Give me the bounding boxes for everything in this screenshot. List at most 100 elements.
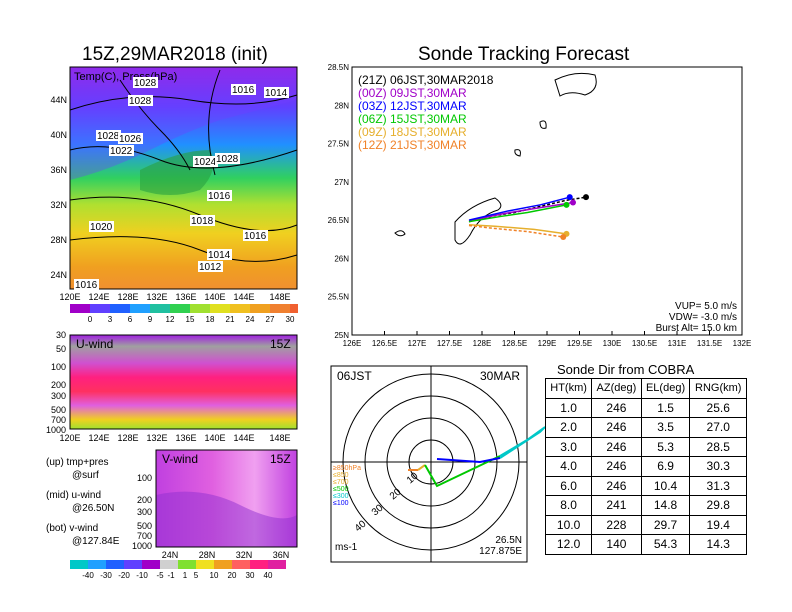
polar-date: 30MAR bbox=[480, 369, 520, 383]
lon-tick-label: 140E bbox=[204, 433, 225, 443]
polar-pos-lat: 26.5N bbox=[495, 535, 522, 546]
colorbar-tick: 0 bbox=[88, 315, 93, 324]
pressure-tick: 1000 bbox=[46, 425, 66, 435]
note-up-1: (up) tmp+pres bbox=[46, 457, 109, 468]
polar-time: 06JST bbox=[337, 369, 372, 383]
surface-map: Temp(C), Press(hPa) 1028 1028 1016 1014 … bbox=[50, 66, 298, 324]
uwind-label: U-wind bbox=[76, 337, 113, 351]
isobar-label: 1028 bbox=[129, 96, 152, 107]
lon-tick-label: 136E bbox=[175, 292, 196, 302]
uwind-time: 15Z bbox=[270, 337, 291, 351]
colorbar-tick: 20 bbox=[228, 571, 237, 580]
lon-tick-label: 128.5E bbox=[502, 339, 527, 348]
colorbar-tick: 30 bbox=[246, 571, 255, 580]
isobar-label: 1020 bbox=[90, 222, 113, 233]
colorbar-tick: 30 bbox=[286, 315, 295, 324]
trajectory-line bbox=[468, 196, 570, 221]
coastlines bbox=[394, 72, 597, 245]
param-burst: Burst Alt= 15.0 km bbox=[656, 323, 737, 334]
lon-tick-label: 120E bbox=[59, 433, 80, 443]
legend-entry: (21Z) 06JST,30MAR2018 bbox=[358, 73, 494, 87]
lon-tick-label: 140E bbox=[204, 292, 225, 302]
lat-tick-label: 28N bbox=[334, 101, 349, 110]
note-mid-2: @26.50N bbox=[72, 503, 115, 514]
vwind-colorbar bbox=[70, 560, 286, 569]
lon-tick-label: 144E bbox=[233, 292, 254, 302]
note-up-2: @surf bbox=[72, 470, 99, 481]
lat-tick-label: 36N bbox=[50, 165, 67, 175]
col-header: RNG(km) bbox=[689, 378, 747, 399]
colorbar-tick: 6 bbox=[128, 315, 133, 324]
colorbar-tick: 9 bbox=[148, 315, 153, 324]
legend-entry: (12Z) 21JST,30MAR bbox=[358, 138, 467, 152]
isobar-label: 1012 bbox=[199, 262, 222, 273]
pressure-tick: 500 bbox=[51, 405, 66, 415]
isobar-label: 1016 bbox=[208, 191, 231, 202]
vwind-label: V-wind bbox=[162, 452, 198, 466]
colorbar-tick: -1 bbox=[167, 571, 175, 580]
trajectory-line bbox=[468, 201, 574, 222]
pressure-tick: 300 bbox=[51, 391, 66, 401]
trajectory-line bbox=[468, 204, 567, 223]
trajectory-end-point bbox=[560, 233, 567, 240]
col-header: AZ(deg) bbox=[591, 378, 642, 399]
table-row: 2.0 246 3.5 27.0 bbox=[544, 417, 747, 438]
colorbar-tick: 1 bbox=[183, 571, 188, 580]
pressure-tick: 1000 bbox=[132, 541, 152, 551]
isobar-label: 1028 bbox=[216, 154, 239, 165]
level-label: ≤700 bbox=[333, 479, 349, 486]
lon-tick-label: 132E bbox=[733, 339, 752, 348]
table-row: 6.0 246 10.4 31.3 bbox=[544, 475, 747, 496]
level-label: ≤500 bbox=[333, 486, 349, 493]
lon-tick-label: 128E bbox=[117, 292, 138, 302]
lat-tick-label: 32N bbox=[50, 200, 67, 210]
polar-pos-lon: 127.875E bbox=[479, 546, 522, 557]
lat-tick-label: 25N bbox=[334, 331, 349, 340]
isobar-label: 1016 bbox=[75, 280, 98, 291]
isobar-label: 1024 bbox=[194, 157, 217, 168]
pressure-tick: 200 bbox=[51, 380, 66, 390]
trajectory-line bbox=[468, 223, 567, 235]
note-mid-1: (mid) u-wind bbox=[46, 490, 102, 501]
lon-tick-label: 144E bbox=[233, 433, 254, 443]
colorbar-tick: 3 bbox=[108, 315, 113, 324]
polar-unit: ms-1 bbox=[335, 542, 358, 553]
lat-tick-label: 40N bbox=[50, 130, 67, 140]
pressure-tick: 700 bbox=[137, 531, 152, 541]
lon-tick-label: 126.5E bbox=[372, 339, 397, 348]
trajectory-end-point bbox=[570, 199, 576, 206]
level-label: ≥850hPa bbox=[333, 465, 361, 472]
lon-tick-label: 130E bbox=[603, 339, 622, 348]
isobar-label: 1016 bbox=[232, 85, 255, 96]
lat-tick-label: 25.5N bbox=[328, 293, 350, 302]
level-label: ≤100 bbox=[333, 500, 349, 507]
tracking-map: 126E 126.5E 127E 127.5E 128E 128.5E 129E 129.5E… bbox=[328, 63, 752, 348]
lon-tick-label: 120E bbox=[59, 292, 80, 302]
legend-entry: (03Z) 12JST,30MAR bbox=[358, 99, 467, 113]
col-header: HT(km) bbox=[544, 378, 593, 399]
colorbar-tick: 21 bbox=[226, 315, 235, 324]
pressure-tick: 50 bbox=[56, 344, 66, 354]
lat-tick-label: 26.5N bbox=[328, 216, 350, 225]
temp-colorbar bbox=[70, 304, 298, 313]
lon-tick-label: 132E bbox=[146, 292, 167, 302]
right-title: Sonde Tracking Forecast bbox=[418, 44, 630, 65]
lat-tick-label: 32N bbox=[236, 550, 253, 560]
level-label: ≤300 bbox=[333, 493, 349, 500]
lat-tick-label: 24N bbox=[162, 550, 179, 560]
colorbar-tick: -10 bbox=[136, 571, 148, 580]
lat-tick-label: 28.5N bbox=[328, 63, 350, 72]
table-row: 3.0 246 5.3 28.5 bbox=[544, 436, 747, 457]
lon-tick-label: 128E bbox=[473, 339, 492, 348]
lon-tick-label: 136E bbox=[175, 433, 196, 443]
isobar-label: 1022 bbox=[110, 146, 133, 157]
colorbar-tick: -40 bbox=[82, 571, 94, 580]
vwind-panel: V-wind 15Z 100 200 300 500 700 1000 24N … bbox=[70, 449, 298, 580]
vwind-time: 15Z bbox=[270, 452, 291, 466]
colorbar-tick: 18 bbox=[206, 315, 215, 324]
level-label: ≤850 bbox=[333, 472, 349, 479]
sonde-table-title: Sonde Dir from COBRA bbox=[557, 362, 695, 377]
colorbar-tick: 10 bbox=[210, 571, 219, 580]
table-row: 1.0 246 1.5 25.6 bbox=[544, 397, 747, 418]
